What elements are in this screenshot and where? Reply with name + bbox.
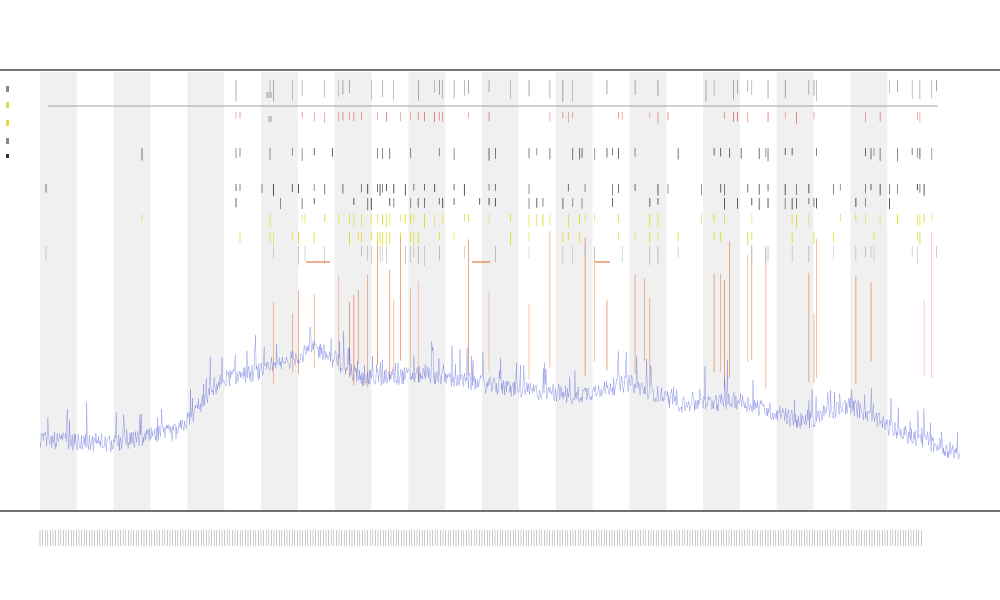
band bbox=[776, 72, 814, 510]
legend-swatch bbox=[6, 138, 9, 144]
band bbox=[187, 72, 225, 510]
legend-swatch bbox=[6, 102, 9, 108]
legend-swatch bbox=[6, 86, 9, 92]
band bbox=[555, 72, 593, 510]
annotation-mark bbox=[266, 92, 272, 98]
band bbox=[408, 72, 446, 510]
band bbox=[334, 72, 372, 510]
band bbox=[703, 72, 740, 510]
band bbox=[261, 72, 298, 510]
annotation-mark bbox=[268, 116, 272, 122]
legend-swatch bbox=[6, 120, 9, 126]
band bbox=[482, 72, 519, 510]
band bbox=[850, 72, 888, 510]
series-line bbox=[39, 326, 961, 460]
band bbox=[113, 72, 151, 510]
legend-swatch bbox=[6, 154, 9, 158]
band bbox=[40, 72, 77, 510]
band bbox=[629, 72, 667, 510]
